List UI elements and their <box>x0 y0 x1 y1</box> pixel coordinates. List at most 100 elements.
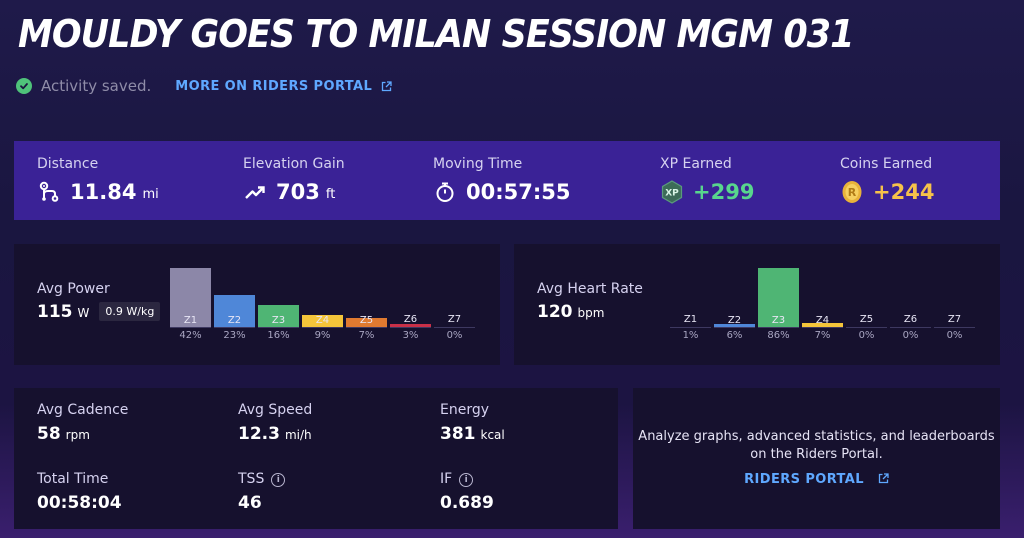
heart-rate-zone-chart: Z1 1% Z2 6% Z3 86% Z4 7% Z5 0% Z6 0% Z7 0% <box>670 266 980 341</box>
distance-value: 11.84 <box>70 180 137 204</box>
zone-z5: Z5 <box>846 268 887 328</box>
zone-z2: Z2 <box>214 268 255 328</box>
summary-bar: Distance 11.84 mi Elevation Gain 703 ft … <box>14 141 1000 220</box>
zone-percent: 3% <box>402 330 419 341</box>
riders-portal-link[interactable]: RIDERS PORTAL <box>633 472 1000 487</box>
zone-label: Z6 <box>903 314 918 325</box>
coins-earned-value: +244 <box>873 180 935 204</box>
tss-info-icon[interactable]: i <box>271 473 286 487</box>
zone-percent: 7% <box>814 330 831 341</box>
zone-baseline <box>170 327 211 328</box>
total-time-value: 00:58:04 <box>37 493 122 513</box>
coin-text: R <box>848 186 857 199</box>
avg-cadence-value: 58 <box>37 424 61 444</box>
energy-value: 381 <box>440 424 476 444</box>
zone-label: Z7 <box>947 314 962 325</box>
avg-speed-label: Avg Speed <box>238 402 313 418</box>
avg-speed-value: 12.3 <box>238 424 280 444</box>
avg-heart-rate-unit: bpm <box>577 306 605 320</box>
zone-baseline <box>346 327 387 328</box>
external-link-icon <box>381 80 392 92</box>
zone-baseline <box>670 327 711 328</box>
avg-heart-rate-value: 120 <box>537 302 573 322</box>
zone-baseline <box>846 327 887 328</box>
zone-z1: Z1 <box>170 268 211 328</box>
tss-label-row: TSS i <box>238 471 286 487</box>
zone-percent: 6% <box>726 330 743 341</box>
activity-saved-text: Activity saved. <box>41 77 152 95</box>
zone-bar <box>170 268 211 328</box>
zone-label: Z2 <box>227 315 242 326</box>
watts-per-kg-badge: 0.9 W/kg <box>99 302 161 321</box>
check-circle-icon <box>16 78 32 94</box>
if-value: 0.689 <box>440 493 494 513</box>
energy-label: Energy <box>440 402 490 418</box>
zone-label: Z1 <box>683 314 698 325</box>
trend-up-icon <box>243 180 267 204</box>
zone-bar <box>302 315 343 328</box>
zone-label: Z5 <box>859 314 874 325</box>
zone-percent: 0% <box>902 330 919 341</box>
zone-baseline <box>934 327 975 328</box>
energy-unit: kcal <box>480 428 505 442</box>
xp-badge-icon: XP <box>660 180 684 204</box>
zone-bar <box>258 305 299 328</box>
zone-baseline <box>214 327 255 328</box>
activity-title: MOULDY GOES TO MILAN SESSION MGM 031 <box>18 12 854 56</box>
zone-label: Z1 <box>183 315 198 326</box>
riders-portal-cta-panel: Analyze graphs, advanced statistics, and… <box>633 388 1000 529</box>
elevation-unit: ft <box>325 187 336 202</box>
zone-z6: Z6 <box>890 268 931 328</box>
zone-percent: 23% <box>223 330 246 341</box>
xp-earned-label: XP Earned <box>660 156 732 172</box>
zone-percent: 7% <box>358 330 375 341</box>
portal-link-label: MORE ON RIDERS PORTAL <box>175 78 373 94</box>
coins-earned-label: Coins Earned <box>840 156 933 172</box>
power-zone-chart: Z1 42% Z2 23% Z3 16% Z4 9% Z5 7% Z6 3% Z7 0% <box>170 266 480 341</box>
zone-label: Z3 <box>271 315 286 326</box>
zone-bar <box>758 268 799 328</box>
tss-value: 46 <box>238 493 262 513</box>
zone-baseline <box>434 327 475 328</box>
zone-label: Z5 <box>359 315 374 326</box>
tss-label: TSS <box>238 471 265 487</box>
xp-earned-value: +299 <box>693 180 755 204</box>
zone-z3: Z3 <box>258 268 299 328</box>
status-row: Activity saved. MORE ON RIDERS PORTAL <box>16 76 392 96</box>
if-info-icon[interactable]: i <box>459 473 474 487</box>
zone-bar <box>346 318 387 328</box>
avg-cadence-unit: rpm <box>65 428 90 442</box>
zone-bar <box>802 323 843 328</box>
zone-z7: Z7 <box>934 268 975 328</box>
zone-percent: 9% <box>314 330 331 341</box>
zone-baseline <box>258 327 299 328</box>
more-on-riders-portal-link[interactable]: MORE ON RIDERS PORTAL <box>175 79 392 94</box>
avg-heart-rate-label: Avg Heart Rate <box>537 281 643 297</box>
external-link-icon <box>878 473 889 484</box>
moving-time-label: Moving Time <box>433 156 523 172</box>
avg-power-value: 115 <box>37 302 73 322</box>
zone-label: Z3 <box>771 315 786 326</box>
zone-label: Z2 <box>727 315 742 326</box>
elevation-value: 703 <box>276 180 320 204</box>
route-icon <box>37 180 61 204</box>
if-label: IF <box>440 471 453 487</box>
zone-label: Z4 <box>815 315 830 326</box>
total-time-label: Total Time <box>37 471 109 487</box>
zone-baseline <box>390 327 431 328</box>
avg-power-label: Avg Power <box>37 281 110 297</box>
zone-bar <box>390 324 431 328</box>
riders-portal-link-label: RIDERS PORTAL <box>744 472 864 487</box>
zone-bar <box>714 324 755 328</box>
distance-label: Distance <box>37 156 99 172</box>
zone-z5: Z5 <box>346 268 387 328</box>
zone-z1: Z1 <box>670 268 711 328</box>
zone-baseline <box>758 327 799 328</box>
zone-baseline <box>802 327 843 328</box>
zone-percent: 0% <box>446 330 463 341</box>
zone-z2: Z2 <box>714 268 755 328</box>
zone-percent: 0% <box>946 330 963 341</box>
cta-description: Analyze graphs, advanced statistics, and… <box>638 429 995 462</box>
zone-z6: Z6 <box>390 268 431 328</box>
zone-z3: Z3 <box>758 268 799 328</box>
